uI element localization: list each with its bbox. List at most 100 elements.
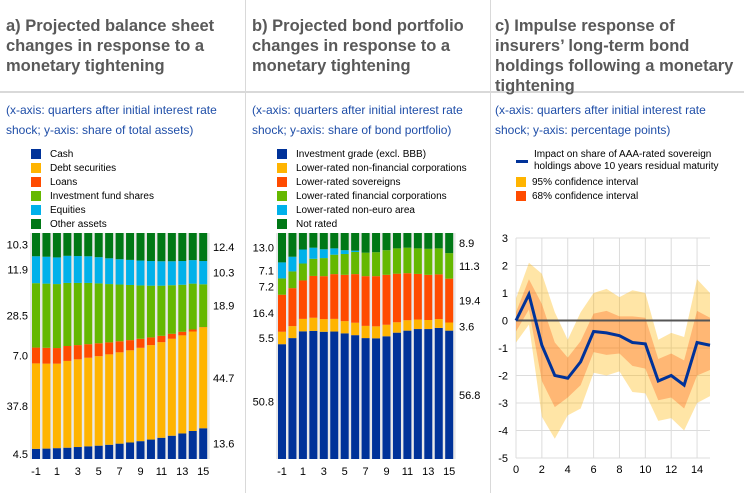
bar-segment: [413, 319, 422, 330]
legend-item: Investment grade (excl. BBB): [277, 147, 467, 161]
bar-segment: [319, 249, 328, 259]
legend-label: Investment grade (excl. BBB): [296, 148, 427, 160]
bar-segment: [278, 233, 286, 263]
bar-segment: [309, 275, 318, 318]
legend-swatch: [31, 163, 41, 173]
legend-label: Other assets: [50, 218, 107, 230]
bar-segment: [32, 283, 40, 348]
bar-segment: [188, 283, 197, 330]
bar-segment: [319, 276, 328, 320]
bar-segment: [351, 322, 360, 336]
bar-segment: [52, 448, 61, 459]
bar-segment: [361, 276, 370, 326]
bar-segment: [372, 338, 381, 459]
legend-swatch: [516, 191, 526, 201]
bar-segment: [372, 326, 381, 339]
x-tick-label: 13: [176, 466, 188, 478]
bar-segment: [298, 318, 307, 332]
bar-segment: [146, 345, 155, 440]
data-label: 7.1: [259, 265, 274, 277]
data-label: 44.7: [213, 373, 234, 385]
bar-segment: [382, 324, 391, 337]
bar-segment: [188, 430, 197, 459]
bar-segment: [167, 261, 176, 286]
bar-segment: [188, 260, 197, 284]
y-tick-label: 0: [502, 316, 508, 328]
bar-segment: [94, 233, 103, 258]
x-tick-label: -1: [277, 466, 287, 478]
bar-segment: [330, 248, 339, 255]
x-tick-label: 12: [665, 464, 677, 476]
bar-segment: [84, 446, 93, 459]
bar-segment: [146, 233, 155, 262]
bar-segment: [188, 331, 197, 431]
bar-segment: [319, 319, 328, 332]
bar-segment: [94, 283, 103, 344]
bar-segment: [392, 322, 401, 333]
bar-segment: [424, 248, 433, 275]
bar-segment: [157, 437, 166, 459]
legend-swatch: [31, 191, 41, 201]
bar-segment: [105, 354, 114, 445]
bar-segment: [382, 250, 391, 275]
bar-segment: [392, 248, 401, 274]
bar-segment: [73, 345, 82, 360]
legend-item: Investment fund shares: [31, 189, 154, 203]
bar-segment: [278, 331, 286, 345]
bar-segment: [178, 233, 187, 262]
legend-item: Lower-rated financial corporations: [277, 189, 467, 203]
bar-segment: [288, 326, 297, 339]
data-label: 13.6: [213, 439, 234, 451]
x-tick-label: 11: [156, 466, 167, 478]
bar-segment: [434, 274, 443, 320]
bar-segment: [188, 233, 197, 261]
bar-segment: [146, 261, 155, 286]
bar-segment: [136, 347, 145, 442]
legend-label: Investment fund shares: [50, 190, 154, 202]
bar-segment: [278, 278, 286, 295]
bar-segment: [32, 363, 40, 449]
x-tick-label: 11: [402, 466, 413, 478]
x-tick-label: 5: [342, 466, 348, 478]
x-tick-label: 3: [75, 466, 81, 478]
bar-segment: [157, 285, 166, 336]
bar-segment: [351, 250, 360, 252]
bar-segment: [73, 282, 82, 346]
bar-segment: [126, 233, 135, 260]
bar-segment: [63, 233, 72, 256]
bar-segment: [94, 356, 103, 446]
panel-a: a) Projected balance sheet changes in re…: [6, 0, 242, 493]
data-label: 12.4: [213, 242, 234, 254]
bar-segment: [157, 261, 166, 286]
bar-segment: [63, 255, 72, 283]
legend-label: 68% confidence interval: [532, 190, 639, 202]
data-label: 50.8: [253, 397, 274, 409]
legend-item: 95% confidence interval: [516, 175, 741, 189]
bar-segment: [52, 363, 61, 449]
x-tick-label: 4: [565, 464, 571, 476]
x-tick-label: 9: [137, 466, 143, 478]
legend-swatch: [31, 219, 41, 229]
x-tick-label: 13: [422, 466, 434, 478]
bar-segment: [52, 348, 61, 364]
bar-segment: [167, 285, 176, 334]
bar-segment: [413, 248, 422, 274]
bar-segment: [424, 329, 433, 459]
legend-label: Not rated: [296, 218, 338, 230]
legend-item: Impact on share of AAA-rated sovereign h…: [516, 147, 741, 175]
bar-segment: [351, 335, 360, 459]
bar-segment: [288, 233, 297, 257]
bar-segment: [94, 445, 103, 459]
bar-segment: [351, 251, 360, 275]
bar-segment: [52, 233, 61, 258]
bar-segment: [136, 338, 145, 348]
x-tick-label: 6: [591, 464, 597, 476]
bar-segment: [309, 233, 318, 248]
data-label: 56.8: [459, 390, 480, 402]
bar-segment: [403, 273, 412, 321]
bar-segment: [288, 256, 297, 272]
bar-segment: [319, 258, 328, 277]
bar-segment: [84, 233, 93, 257]
bar-segment: [157, 335, 166, 343]
